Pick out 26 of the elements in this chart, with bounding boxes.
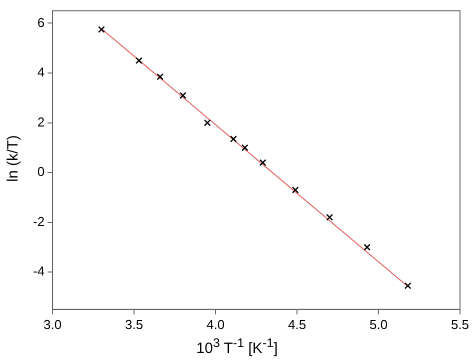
point — [179, 92, 186, 99]
point — [230, 135, 237, 142]
x-tick-label: 5.0 — [369, 316, 388, 332]
x-tick-label: 5.5 — [450, 316, 470, 332]
point — [404, 282, 412, 290]
point — [364, 244, 371, 251]
y-tick-label: 4 — [37, 64, 45, 80]
point — [326, 214, 334, 221]
x-tick-label: 3.5 — [125, 316, 144, 332]
point — [98, 26, 105, 33]
point — [204, 119, 211, 126]
x-axis-title: 10$^{3}$ T$^{-1}$ [K$^{-1}$] — [195, 336, 279, 357]
point — [156, 73, 164, 80]
y-tick-label: -2 — [32, 214, 45, 229]
x-tick-label: 4.0 — [206, 316, 225, 332]
y-tick-label: 6 — [37, 14, 45, 30]
y-tick-label: -4 — [32, 264, 45, 279]
y-tick-label: 0 — [37, 164, 45, 180]
x-tick-label: 4.5 — [288, 316, 306, 332]
point — [259, 159, 266, 166]
y-tick-label: 2 — [37, 114, 45, 130]
point — [135, 57, 142, 64]
x-tick-label: 3.0 — [44, 316, 62, 332]
point — [292, 186, 299, 194]
y-axis-title: ln (k/T) — [4, 134, 22, 184]
point — [241, 144, 248, 152]
